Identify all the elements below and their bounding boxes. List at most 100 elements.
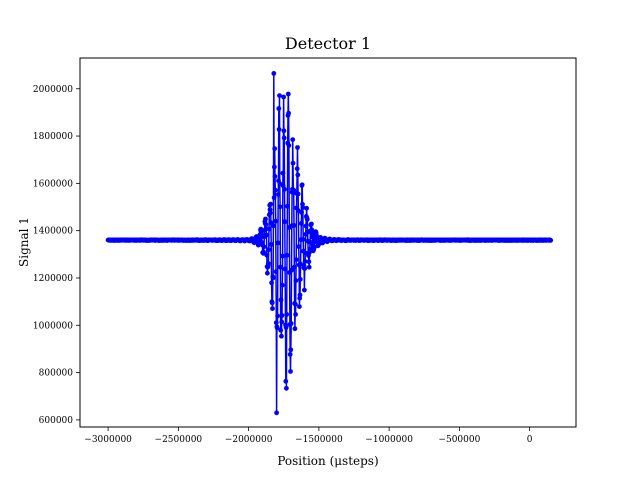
data-point <box>264 232 269 238</box>
data-point <box>266 261 271 266</box>
y-tick-label: 600000 <box>39 416 74 426</box>
data-point <box>283 378 289 384</box>
data-point <box>272 164 277 170</box>
x-tick-label: −3000000 <box>84 435 132 445</box>
y-axis: 600000 800000 1000000 1200000 1400000 1600000… <box>33 85 80 426</box>
data-point <box>299 210 304 215</box>
data-point <box>306 264 312 270</box>
data-point <box>278 297 284 303</box>
x-tick-label: −2500000 <box>155 435 203 445</box>
data-point <box>293 278 299 283</box>
data-point <box>289 267 294 273</box>
data-point <box>293 257 299 263</box>
data-point <box>302 259 308 264</box>
data-point <box>285 203 290 209</box>
data-point <box>285 91 291 97</box>
data-point <box>272 174 278 179</box>
data-point <box>271 223 276 229</box>
data-point <box>265 270 270 276</box>
data-point <box>267 210 273 216</box>
data-point <box>286 143 292 148</box>
data-point <box>277 204 283 210</box>
data-point <box>282 186 287 192</box>
data-point <box>291 187 297 193</box>
data-point <box>270 275 276 281</box>
y-tick-label: 1000000 <box>33 321 73 331</box>
data-point <box>295 145 300 150</box>
data-point <box>300 237 306 242</box>
data-point <box>275 192 281 198</box>
data-point <box>279 313 285 318</box>
data-point <box>271 195 277 201</box>
series-signal-1 <box>105 71 554 416</box>
data-point <box>263 216 268 222</box>
data-point <box>261 249 266 255</box>
data-point <box>292 326 298 332</box>
y-axis-label: Signal 1 <box>17 217 31 267</box>
data-point <box>304 205 309 211</box>
data-point <box>281 135 287 141</box>
data-point <box>288 347 294 353</box>
data-point <box>279 282 285 288</box>
data-point <box>298 221 304 226</box>
data-point <box>273 218 279 224</box>
x-tick-label: −2000000 <box>225 435 273 445</box>
data-point <box>287 352 293 357</box>
data-point <box>284 385 289 391</box>
data-point <box>279 319 285 325</box>
x-tick-label: −1500000 <box>295 435 343 445</box>
data-point <box>271 71 277 76</box>
data-point <box>280 253 285 259</box>
data-point <box>286 110 291 116</box>
data-point <box>294 166 300 172</box>
data-point <box>284 252 290 258</box>
x-tick-label: 0 <box>527 435 533 445</box>
data-point <box>268 242 274 247</box>
data-point <box>302 287 307 293</box>
data-point <box>273 320 279 326</box>
data-point <box>548 237 554 243</box>
data-point <box>279 333 284 339</box>
data-point <box>293 312 298 317</box>
data-point <box>278 264 283 270</box>
data-point <box>297 304 302 309</box>
data-point <box>290 137 296 143</box>
data-point <box>304 217 310 222</box>
x-axis-label: Position (μsteps) <box>277 454 378 468</box>
y-tick-label: 800000 <box>39 369 74 379</box>
data-point <box>302 266 308 271</box>
data-point <box>299 182 305 188</box>
y-tick-label: 1200000 <box>33 274 73 284</box>
plot-frame <box>79 57 577 428</box>
x-tick-label: −500000 <box>438 435 480 445</box>
chart-title: Detector 1 <box>285 34 371 53</box>
data-point <box>273 269 279 275</box>
data-point <box>274 410 279 416</box>
data-point <box>295 172 301 178</box>
y-tick-label: 2000000 <box>33 85 73 95</box>
data-point <box>272 187 278 193</box>
data-point <box>268 201 273 207</box>
data-point <box>270 306 275 311</box>
y-tick-label: 1600000 <box>33 179 73 189</box>
y-tick-label: 1400000 <box>33 227 73 237</box>
data-point <box>261 244 267 250</box>
data-point <box>281 128 287 134</box>
data-point <box>288 321 294 326</box>
data-point <box>275 313 280 319</box>
data-point <box>309 227 315 233</box>
data-point <box>269 280 274 286</box>
series-line <box>107 73 551 413</box>
data-point <box>278 327 284 333</box>
data-point <box>266 247 272 253</box>
data-point <box>300 205 306 210</box>
data-point <box>291 223 297 228</box>
data-point <box>292 301 298 307</box>
data-point <box>291 264 297 270</box>
y-tick-label: 1800000 <box>33 132 73 142</box>
data-point <box>282 266 288 272</box>
data-point <box>264 252 270 258</box>
data-point <box>274 325 280 331</box>
data-point <box>282 219 288 225</box>
